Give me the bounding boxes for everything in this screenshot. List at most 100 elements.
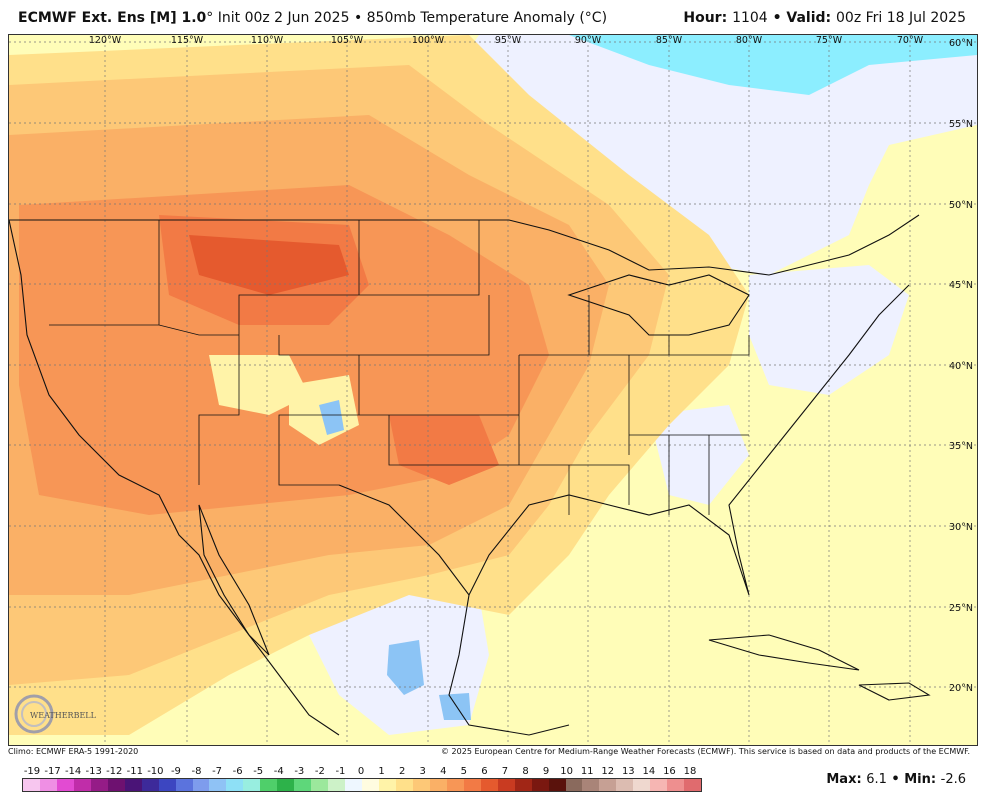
graticule bbox=[9, 35, 977, 745]
legend-swatch bbox=[23, 779, 40, 791]
legend-tick-label: -1 bbox=[335, 766, 346, 777]
legend-tick-label: -5 bbox=[253, 766, 264, 777]
lon-label: 75°W bbox=[816, 35, 843, 46]
legend-tick-label: -13 bbox=[85, 766, 102, 777]
lon-label: 85°W bbox=[656, 35, 683, 46]
legend-swatch bbox=[243, 779, 261, 791]
cool-spot-mexico-south bbox=[439, 693, 471, 720]
legend-swatch bbox=[39, 779, 57, 791]
hispaniola bbox=[858, 682, 931, 701]
legend-swatch bbox=[175, 779, 193, 791]
legend-swatch bbox=[226, 779, 244, 791]
map-title: ECMWF Ext. Ens [M] 1.0° Init 00z 2 Jun 2… bbox=[18, 10, 607, 26]
legend-swatch bbox=[362, 779, 380, 791]
lon-label: 70°W bbox=[897, 35, 924, 46]
legend-swatch bbox=[565, 779, 583, 791]
legend-tick-label: -9 bbox=[170, 766, 181, 777]
lat-label: 45°N bbox=[949, 280, 973, 291]
legend-tick-label: 2 bbox=[398, 766, 406, 777]
us-canada-border bbox=[9, 214, 920, 276]
legend-swatch bbox=[158, 779, 176, 791]
legend-ticks: -19 -17 -14 -13 -12 -11 -10 -9 -8 -7 -6 -5 -4 -3 -2 -1 0… bbox=[22, 766, 702, 778]
lat-label: 60°N bbox=[949, 38, 973, 49]
legend-swatch bbox=[582, 779, 600, 791]
legend-swatch bbox=[599, 779, 617, 791]
legend-swatch bbox=[616, 779, 634, 791]
legend-swatch bbox=[141, 779, 159, 791]
lon-label: 115°W bbox=[171, 35, 204, 46]
legend-swatch bbox=[90, 779, 108, 791]
legend-tick-label: 4 bbox=[440, 766, 447, 777]
legend-tick-label: 9 bbox=[542, 766, 550, 777]
legend-swatch bbox=[684, 779, 702, 791]
copyright-credit: © 2025 European Centre for Medium-Range … bbox=[441, 747, 970, 756]
legend-tick-label: 13 bbox=[621, 766, 635, 777]
legend-tick-label: -8 bbox=[191, 766, 202, 777]
lat-label: 40°N bbox=[949, 361, 973, 372]
legend-swatch bbox=[277, 779, 295, 791]
legend-swatch bbox=[124, 779, 142, 791]
legend-tick-label: -6 bbox=[232, 766, 243, 777]
legend-tick-label: 3 bbox=[419, 766, 426, 777]
legend-tick-label: -7 bbox=[212, 766, 223, 777]
legend-tick-label: -3 bbox=[294, 766, 305, 777]
legend-swatch bbox=[531, 779, 549, 791]
cuba bbox=[708, 634, 860, 671]
legend-tick-label: -4 bbox=[273, 766, 284, 777]
legend-tick-label: -2 bbox=[314, 766, 325, 777]
legend-swatch bbox=[379, 779, 396, 791]
legend-tick-label: -11 bbox=[126, 766, 143, 777]
legend-swatch bbox=[667, 779, 685, 791]
legend-tick-label: 8 bbox=[522, 766, 529, 777]
lon-label: 100°W bbox=[412, 35, 445, 46]
legend-swatch bbox=[73, 779, 91, 791]
logo-text: WEATHERBELL bbox=[30, 711, 97, 720]
color-legend: -19 -17 -14 -13 -12 -11 -10 -9 -8 -7 -6 -5 -4 -3 -2 -1 0… bbox=[22, 766, 702, 792]
legend-swatch bbox=[294, 779, 312, 791]
legend-swatch bbox=[192, 779, 210, 791]
legend-tick-label: 16 bbox=[663, 766, 676, 777]
legend-tick-label: 10 bbox=[560, 766, 573, 777]
cool-region-canada-east bbox=[439, 35, 977, 275]
west-coast bbox=[9, 219, 340, 736]
legend-bar bbox=[22, 778, 702, 792]
state-lines bbox=[49, 220, 750, 515]
legend-tick-label: 12 bbox=[601, 766, 615, 777]
hour-label: Hour: bbox=[683, 10, 728, 26]
legend-swatch bbox=[56, 779, 74, 791]
legend-swatch bbox=[395, 779, 413, 791]
cool-region-hudson bbox=[569, 35, 977, 95]
max-label: Max: bbox=[826, 772, 862, 787]
legend-swatch bbox=[328, 779, 346, 791]
lat-label: 35°N bbox=[949, 441, 973, 452]
legend-swatch bbox=[446, 779, 464, 791]
legend-swatch bbox=[209, 779, 227, 791]
valid-label: • Valid: bbox=[772, 10, 832, 26]
lat-label: 30°N bbox=[949, 522, 973, 533]
great-lakes bbox=[567, 274, 750, 336]
lat-label: 50°N bbox=[949, 200, 973, 211]
model-name: ECMWF Ext. Ens [M] 1.0 bbox=[18, 10, 207, 26]
lon-label: 95°W bbox=[495, 35, 522, 46]
cool-spot-colorado bbox=[319, 400, 344, 435]
legend-swatch bbox=[260, 779, 278, 791]
legend-tick-label: 0 bbox=[357, 766, 365, 777]
warm-spot-oklahoma bbox=[389, 415, 499, 485]
legend-tick-label: 18 bbox=[683, 766, 697, 777]
init-info: ° Init 00z 2 Jun 2025 • 850mb Temperatur… bbox=[206, 10, 608, 26]
lat-label: 55°N bbox=[949, 119, 973, 130]
legend-swatch bbox=[497, 779, 515, 791]
warm-layer-6 bbox=[189, 235, 349, 295]
lon-label: 80°W bbox=[736, 35, 763, 46]
legend-tick-label: 1 bbox=[378, 766, 385, 777]
legend-swatch bbox=[107, 779, 125, 791]
valid-value: 00z Fri 18 Jul 2025 bbox=[836, 10, 966, 26]
neutral-patch-utah bbox=[209, 355, 309, 415]
mexico-gulf-west bbox=[448, 594, 570, 736]
weatherbell-logo: WEATHERBELL bbox=[12, 690, 102, 738]
valid-info: Hour: 1104 • Valid: 00z Fri 18 Jul 2025 bbox=[683, 10, 966, 26]
baja bbox=[198, 504, 270, 656]
lon-label: 90°W bbox=[575, 35, 602, 46]
legend-swatch bbox=[633, 779, 651, 791]
min-value: -2.6 bbox=[940, 772, 966, 787]
